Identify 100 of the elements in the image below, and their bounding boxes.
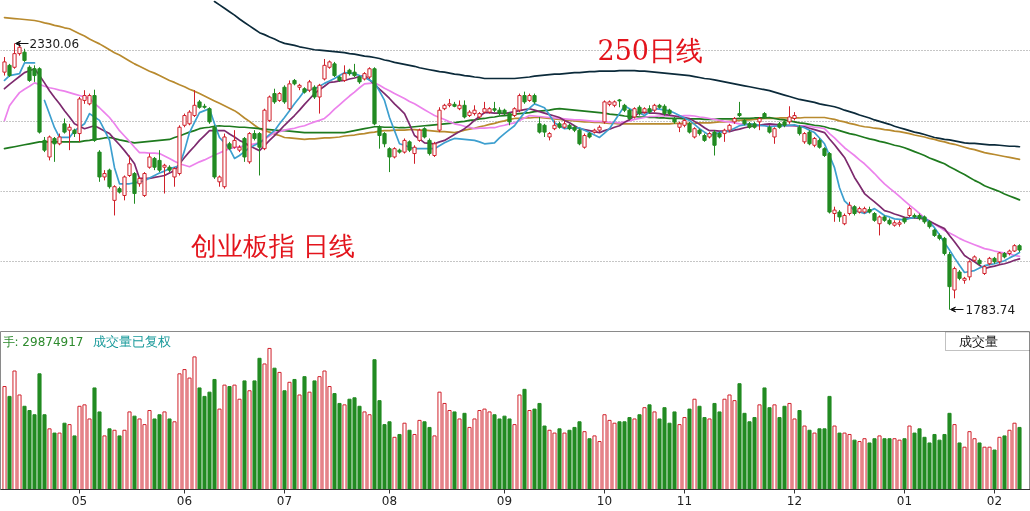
bar	[167, 418, 172, 490]
bar	[977, 442, 982, 490]
bar	[957, 442, 962, 490]
bar	[692, 398, 697, 490]
candlestick	[47, 135, 52, 161]
candlestick	[317, 83, 322, 115]
bar	[992, 449, 997, 490]
bar	[462, 412, 467, 490]
bar	[877, 435, 882, 490]
candlestick	[162, 163, 167, 195]
bar	[707, 418, 712, 490]
bar	[797, 410, 802, 490]
x-tick-label: 09	[496, 493, 513, 508]
bar	[687, 408, 692, 490]
bar	[227, 386, 232, 490]
x-tick-label: 05	[71, 493, 88, 508]
candlestick	[282, 84, 287, 105]
candlestick	[132, 171, 137, 205]
bar	[292, 378, 297, 490]
bar	[162, 411, 167, 490]
bar	[62, 422, 67, 490]
bar	[307, 391, 312, 490]
bar	[812, 432, 817, 490]
candlestick	[52, 136, 57, 163]
x-tick-label: 06	[176, 493, 193, 508]
bar	[1017, 426, 1022, 490]
x-tick-label: 08	[381, 493, 398, 508]
candlestick	[877, 214, 882, 236]
bar	[907, 425, 912, 490]
candlestick	[387, 146, 392, 173]
bar	[117, 435, 122, 490]
annotation: 成交量	[958, 334, 998, 349]
bar	[647, 404, 652, 490]
candlestick	[412, 144, 417, 165]
x-tick-label: 02	[986, 493, 1003, 508]
bar	[1002, 435, 1007, 490]
candlestick	[122, 174, 127, 201]
bar	[72, 435, 77, 490]
candlestick	[242, 136, 247, 163]
x-tick-label: 11	[676, 493, 693, 508]
bar	[637, 414, 642, 490]
candlestick	[112, 184, 117, 216]
bar	[67, 424, 72, 490]
x-tick-label: 12	[786, 493, 803, 508]
bar	[522, 388, 527, 490]
bar	[772, 404, 777, 490]
bar	[397, 433, 402, 490]
bar	[282, 390, 287, 490]
bar	[407, 429, 412, 490]
x-tick-label: 01	[896, 493, 913, 508]
bar	[757, 404, 762, 490]
annotation: 250日线	[597, 35, 704, 66]
bar	[47, 428, 52, 490]
candlestick	[2, 56, 7, 77]
bar	[247, 390, 252, 490]
candlestick	[127, 155, 132, 178]
bar	[452, 411, 457, 490]
bar	[132, 415, 137, 490]
candlestick	[967, 259, 972, 281]
bar	[107, 428, 112, 490]
bar	[312, 380, 317, 490]
bar	[832, 425, 837, 490]
bar	[562, 432, 567, 490]
candlestick	[952, 266, 957, 299]
annotation: 2330.06	[29, 37, 80, 51]
x-tick-label: 07	[276, 493, 293, 508]
bar	[457, 418, 462, 490]
bar	[277, 371, 282, 490]
bar	[632, 418, 637, 490]
bar	[102, 435, 107, 490]
bar	[837, 432, 842, 490]
bar	[242, 380, 247, 490]
bar	[802, 425, 807, 490]
bar	[582, 431, 587, 490]
bar	[57, 432, 62, 490]
bar	[807, 429, 812, 490]
bar	[52, 432, 57, 490]
bar	[527, 410, 532, 490]
bar	[302, 376, 307, 490]
bar	[652, 411, 657, 490]
bar	[342, 404, 347, 490]
bar	[402, 422, 407, 490]
bar	[902, 438, 907, 490]
text: 创业板指 日线	[190, 230, 355, 261]
bar	[297, 394, 302, 490]
candlestick	[67, 123, 72, 151]
bar	[557, 428, 562, 490]
candlestick	[437, 106, 442, 133]
annotation: 手: 29874917	[2, 334, 84, 349]
bar	[112, 429, 117, 490]
x-tick-label: 10	[596, 493, 613, 508]
bar	[997, 436, 1002, 490]
bar	[287, 381, 292, 490]
bar	[2, 386, 7, 490]
bar	[392, 436, 397, 490]
annotation: 1783.74	[965, 303, 1016, 317]
bar	[587, 438, 592, 490]
bar	[952, 424, 957, 490]
bar	[852, 439, 857, 490]
bar	[642, 407, 647, 490]
